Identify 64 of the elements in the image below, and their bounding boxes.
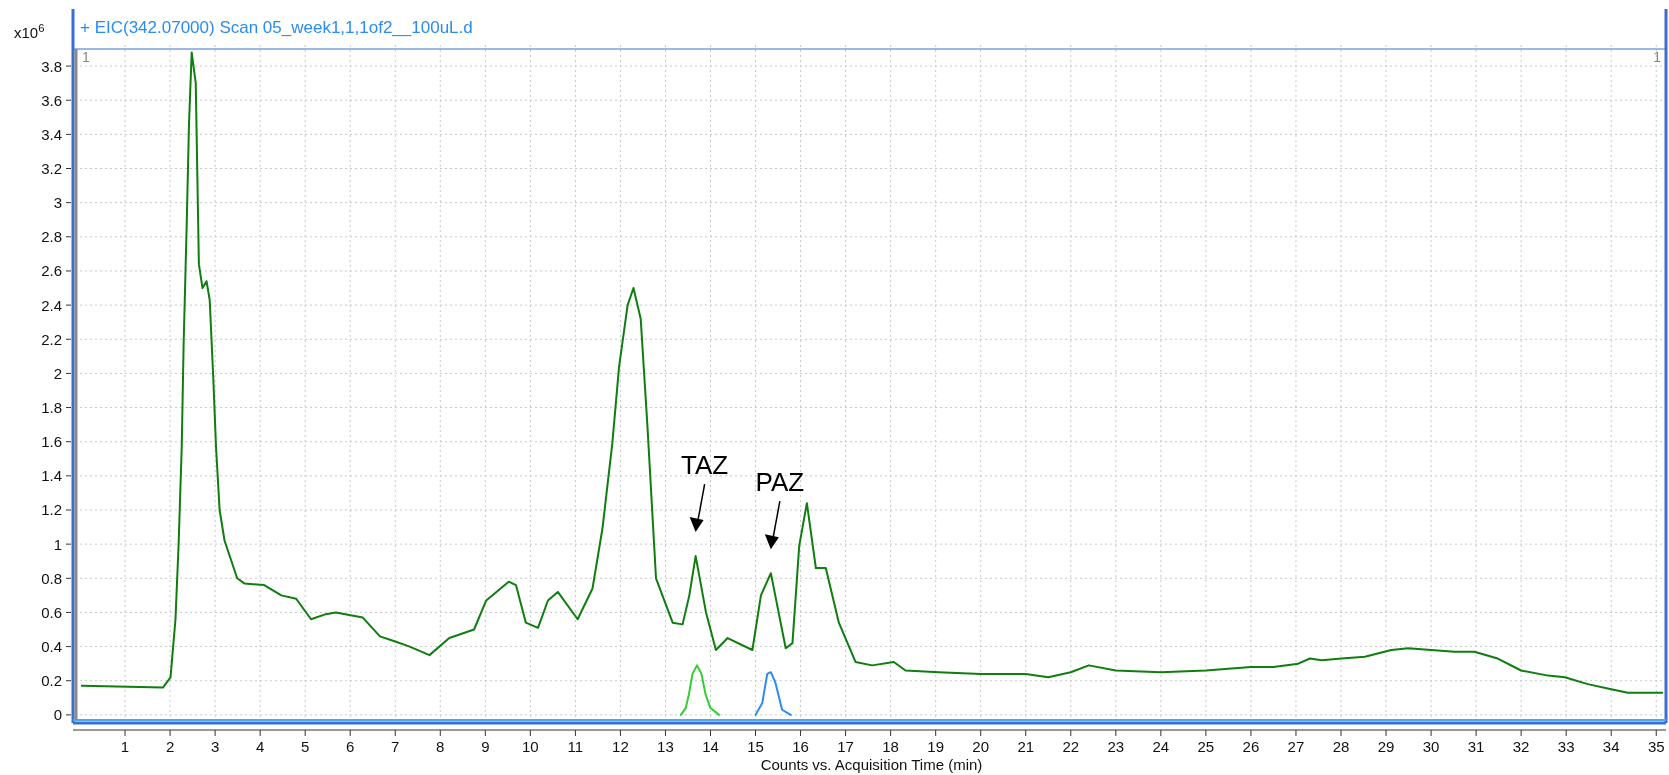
x-tick-label: 7 xyxy=(391,738,400,755)
y-tick-label: 0.2 xyxy=(41,672,62,690)
x-tick-label: 28 xyxy=(1332,738,1350,755)
x-tick-label: 34 xyxy=(1602,738,1620,755)
x-tick-label: 33 xyxy=(1557,738,1575,755)
annotation: TAZ xyxy=(681,450,729,481)
x-tick-label: 16 xyxy=(792,738,809,755)
y-tick-label: 1.4 xyxy=(41,467,62,485)
x-tick-label: 31 xyxy=(1467,738,1485,755)
y-tick-label: 1.6 xyxy=(41,433,62,451)
y-tick-label: 3 xyxy=(53,194,62,212)
x-tick-label: 23 xyxy=(1107,738,1125,755)
x-tick-label: 21 xyxy=(1017,738,1035,755)
line-series xyxy=(754,671,792,716)
y-tick-label: 3.6 xyxy=(41,91,62,109)
x-tick-label: 1 xyxy=(120,738,130,755)
x-tick-label: 19 xyxy=(927,738,945,755)
x-tick-label: 26 xyxy=(1242,738,1260,755)
x-tick-label: 20 xyxy=(972,738,990,755)
x-tick-label: 32 xyxy=(1512,738,1530,755)
x-tick-label: 14 xyxy=(702,738,719,755)
x-tick-label: 5 xyxy=(301,738,310,755)
y-tick-label: 2 xyxy=(53,364,62,382)
x-tick-label: 18 xyxy=(882,738,899,755)
x-tick-label: 13 xyxy=(657,738,674,755)
x-tick-label: 22 xyxy=(1062,738,1080,755)
x-tick-label: 2 xyxy=(165,738,175,755)
x-tick-label: 15 xyxy=(747,738,764,755)
x-tick-label: 35 xyxy=(1647,738,1665,755)
x-tick-label: 4 xyxy=(255,738,265,755)
y-tick-label: 2.6 xyxy=(41,262,62,280)
y-axis-title: x10$^{6}$ xyxy=(14,22,45,41)
y-tick-label: 0.8 xyxy=(41,569,62,587)
y-tick-label: 2.4 xyxy=(41,296,62,314)
y-tick-label: 3.4 xyxy=(41,125,62,143)
annotation: PAZ xyxy=(755,467,805,498)
x-tick-label: 3 xyxy=(210,738,220,755)
annotation: 1 xyxy=(82,49,90,65)
y-tick-label: 1 xyxy=(53,535,62,553)
line-series xyxy=(679,664,721,716)
x-tick-label: 6 xyxy=(346,738,355,755)
x-tick-label: 10 xyxy=(522,738,539,755)
annotation: 1 xyxy=(1653,49,1662,65)
y-tick-label: 0.6 xyxy=(41,603,62,621)
y-tick-label: 2.8 xyxy=(41,228,62,246)
x-tick-label: 11 xyxy=(567,738,584,755)
x-tick-label: 25 xyxy=(1197,738,1215,755)
x-tick-label: 30 xyxy=(1422,738,1440,755)
y-tick-label: 1.8 xyxy=(41,399,62,417)
x-tick-label: 12 xyxy=(612,738,629,755)
chart-title: + EIC(342.07000) Scan 05_week1,1,1of2__100uL.d xyxy=(80,18,473,37)
y-tick-label: 2.2 xyxy=(41,330,62,348)
x-axis-title: Counts vs. Acquisition Time (min) xyxy=(760,756,983,773)
y-tick-label: 3.2 xyxy=(41,160,62,178)
x-tick-label: 24 xyxy=(1152,738,1170,755)
y-tick-label: 0.4 xyxy=(41,638,62,656)
y-tick-label: 3.8 xyxy=(41,57,62,75)
x-tick-label: 17 xyxy=(837,738,854,755)
x-tick-label: 29 xyxy=(1377,738,1395,755)
x-tick-label: 8 xyxy=(436,738,445,755)
x-tick-label: 9 xyxy=(481,738,490,755)
x-tick-label: 27 xyxy=(1287,738,1305,755)
y-tick-label: 0 xyxy=(53,706,62,724)
y-tick-label: 1.2 xyxy=(41,501,62,519)
